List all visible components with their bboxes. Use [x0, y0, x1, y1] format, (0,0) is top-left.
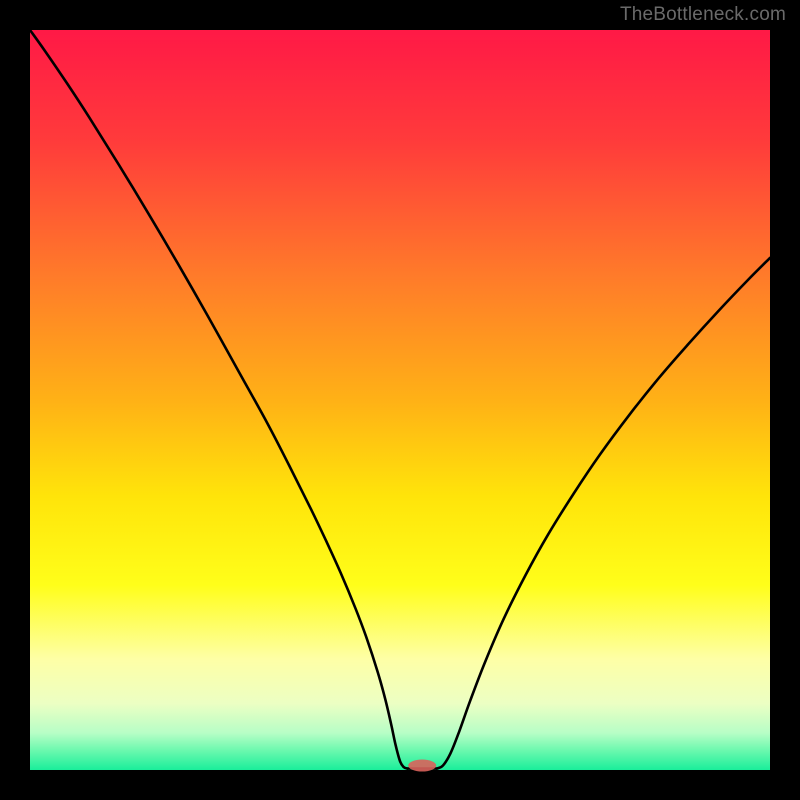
bottleneck-chart	[0, 0, 800, 800]
plot-background	[30, 30, 770, 770]
chart-container: { "watermark": { "text": "TheBottleneck.…	[0, 0, 800, 800]
min-marker	[408, 760, 436, 772]
watermark-text: TheBottleneck.com	[620, 4, 786, 26]
